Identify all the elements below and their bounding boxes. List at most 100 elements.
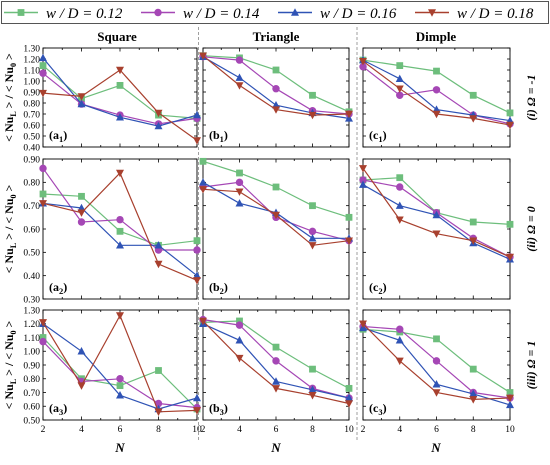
data-point: [308, 234, 317, 242]
data-point: [77, 203, 86, 212]
data-point: [345, 213, 353, 221]
legend-marker: [291, 8, 299, 16]
data-point: [39, 164, 47, 173]
data-point: [272, 183, 280, 191]
data-point: [116, 66, 124, 75]
x-axis-label: N: [270, 440, 281, 455]
dividers: [198, 27, 358, 440]
panel-label: (c3): [369, 401, 387, 417]
data-point: [78, 192, 85, 200]
data-point: [396, 183, 404, 191]
x-tick-label: 2: [41, 425, 46, 435]
data-point: [154, 121, 163, 130]
data-point: [272, 377, 280, 385]
data-point: [395, 357, 404, 366]
y-tick-label: 0.50: [23, 416, 40, 426]
y-tick-label: 0.30: [23, 295, 40, 305]
x-tick-label: 2: [201, 425, 206, 435]
y-tick-label: 0.60: [23, 403, 40, 413]
data-point: [272, 211, 280, 220]
x-axis-label: N: [114, 440, 125, 455]
x-tick-label: 8: [156, 425, 161, 435]
data-point: [469, 115, 478, 123]
x-tick-label: 2: [361, 425, 366, 435]
y-tick-label: 0.70: [23, 202, 40, 212]
data-point: [345, 237, 353, 245]
data-point: [308, 111, 317, 120]
data-point: [395, 216, 404, 224]
x-tick-label: 10: [505, 425, 515, 435]
legend-label: w / D = 0.18: [457, 6, 534, 22]
data-point: [193, 407, 201, 415]
data-point: [116, 169, 124, 178]
data-point: [116, 82, 124, 89]
data-point: [116, 241, 124, 249]
data-point: [39, 337, 47, 346]
data-point: [359, 58, 367, 66]
data-point: [345, 393, 353, 402]
y-tick-label: 0.90: [23, 88, 40, 98]
x-tick-label: 8: [310, 425, 315, 435]
legend-marker: [154, 8, 162, 17]
legend-marker: [17, 9, 25, 16]
row-label: (i) Ω = -1: [524, 74, 538, 120]
data-point: [469, 389, 478, 398]
data-point: [309, 365, 316, 373]
y-tick-label: 1.10: [23, 66, 40, 76]
data-point: [506, 121, 514, 130]
y-tick-label: 0.70: [23, 389, 40, 399]
y-tick-label: 0.90: [23, 155, 40, 165]
data-point: [39, 319, 47, 327]
x-tick-label: 6: [274, 425, 279, 435]
data-point: [235, 321, 244, 329]
x-tick-label: 10: [192, 425, 202, 435]
data-point: [469, 218, 477, 226]
data-point: [359, 62, 367, 71]
series-line: [362, 184, 511, 260]
data-point: [432, 86, 441, 94]
panels: 0.400.500.600.700.800.901.001.101.201.30…: [2, 44, 515, 455]
data-point: [77, 93, 86, 101]
plot-frame: [202, 158, 350, 300]
data-point: [432, 357, 441, 365]
panel-a1: 0.400.500.600.700.800.901.001.101.201.30…: [23, 44, 201, 153]
data-point: [77, 347, 86, 355]
x-tick-label: 6: [118, 425, 123, 435]
x-tick-label: 4: [397, 425, 402, 435]
data-point: [193, 237, 201, 245]
data-point: [506, 109, 514, 117]
data-point: [308, 385, 317, 393]
data-point: [395, 336, 404, 344]
data-point: [39, 62, 47, 69]
y-axis-label: < NuL > / < Nu0 >: [2, 320, 18, 409]
data-point: [506, 220, 514, 228]
data-point: [272, 85, 280, 93]
data-point: [396, 91, 404, 100]
data-point: [469, 91, 477, 99]
data-point: [469, 365, 477, 373]
data-point: [193, 271, 201, 279]
y-tick-label: 0.90: [23, 361, 40, 371]
legend: w / D = 0.12 w / D = 0.14 w / D = 0.16 w / …: [1, 1, 549, 24]
data-point: [235, 56, 244, 64]
data-point: [39, 190, 47, 198]
panel-label: (a3): [49, 401, 67, 417]
data-point: [39, 89, 47, 98]
data-point: [432, 110, 441, 119]
data-point: [506, 394, 514, 403]
data-point: [359, 165, 367, 173]
legend-label: w / D = 0.16: [320, 6, 397, 22]
data-point: [433, 67, 440, 75]
data-point: [116, 113, 124, 121]
data-point: [235, 354, 244, 363]
data-point: [193, 246, 201, 254]
column-title: Triangle: [253, 29, 300, 44]
legend-item: w / D = 0.14: [141, 6, 260, 22]
data-point: [193, 110, 201, 119]
panel-label: (b2): [209, 280, 228, 296]
panel-label: (a1): [49, 128, 67, 144]
data-point: [359, 176, 367, 184]
data-point: [154, 109, 163, 118]
data-point: [77, 209, 86, 217]
data-point: [272, 357, 280, 365]
